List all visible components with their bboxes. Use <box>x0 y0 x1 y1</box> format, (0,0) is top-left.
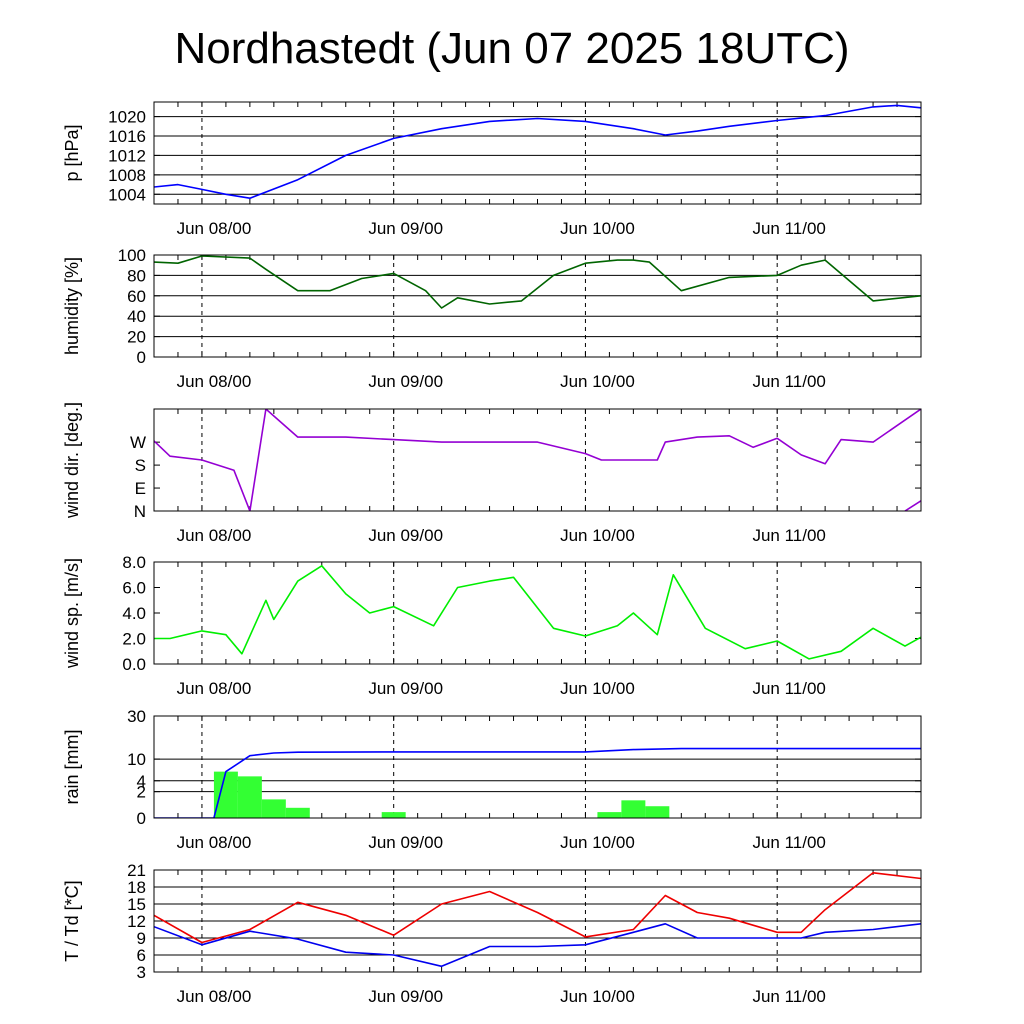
x-tick-label: Jun 10/00 <box>560 526 635 545</box>
panel-frame <box>153 254 922 358</box>
y-tick-label: 1012 <box>108 146 146 165</box>
x-tick-label: Jun 09/00 <box>368 372 443 391</box>
y-tick-label: 100 <box>118 246 146 265</box>
y-tick-label: 21 <box>127 861 146 880</box>
y-tick-label: E <box>135 479 146 498</box>
x-tick-label: Jun 11/00 <box>752 833 825 852</box>
y-tick-label: S <box>135 456 146 475</box>
x-tick-label: Jun 08/00 <box>177 679 252 698</box>
y-tick-label: 9 <box>137 929 146 948</box>
x-tick-label: Jun 11/00 <box>752 372 825 391</box>
panel-frame <box>153 408 922 512</box>
x-tick-label: Jun 11/00 <box>752 679 825 698</box>
series-line-humidity-0 <box>154 255 921 309</box>
x-tick-label: Jun 08/00 <box>177 833 252 852</box>
y-tick-label: 30 <box>127 707 146 726</box>
page-title: Nordhastedt (Jun 07 2025 18UTC) <box>174 24 850 73</box>
x-tick-label: Jun 11/00 <box>752 987 825 1006</box>
x-tick-label: Jun 10/00 <box>560 833 635 852</box>
rain-bar <box>381 812 406 818</box>
panel-rain: Jun 08/00 Jun 09/00 Jun 10/00 Jun 11/00 0 24 1… <box>62 707 922 852</box>
x-tick-label: Jun 10/00 <box>560 987 635 1006</box>
x-tick-label: Jun 09/00 <box>368 219 443 238</box>
y-axis-label: wind dir. [deg.] <box>62 402 82 519</box>
y-axis-label: p [hPa] <box>62 124 82 181</box>
rain-bar <box>213 771 238 818</box>
y-tick-label: 4 <box>137 772 146 791</box>
panel-humidity: Jun 08/00 Jun 09/00 Jun 10/00 Jun 11/00 020 4… <box>62 246 922 391</box>
rain-bar <box>237 776 262 818</box>
x-tick-label: Jun 11/00 <box>752 219 825 238</box>
y-tick-label: 4.0 <box>122 604 146 623</box>
x-tick-label: Jun 11/00 <box>752 526 825 545</box>
rain-bar <box>285 807 310 818</box>
series-line-rain-0 <box>154 747 921 818</box>
series-line-pressure-0 <box>154 104 921 199</box>
x-tick-label: Jun 10/00 <box>560 219 635 238</box>
y-tick-label: 0 <box>137 348 146 367</box>
y-tick-label: 20 <box>127 328 146 347</box>
y-tick-label: 18 <box>127 878 146 897</box>
rain-bar <box>621 800 646 818</box>
y-axis-label: humidity [%] <box>62 257 82 355</box>
y-tick-label: 1020 <box>108 108 146 127</box>
series-line-wind_speed-0 <box>154 564 921 660</box>
panel-frame <box>153 715 922 819</box>
x-tick-label: Jun 08/00 <box>177 526 252 545</box>
y-tick-label: 40 <box>127 307 146 326</box>
y-tick-label: 6.0 <box>122 579 146 598</box>
series-line-wind_direction-0 <box>154 409 921 511</box>
x-tick-label: Jun 09/00 <box>368 833 443 852</box>
y-tick-label: 60 <box>127 287 146 306</box>
y-axis-label: wind sp. [m/s] <box>62 558 82 669</box>
y-tick-label: 2 <box>137 783 146 802</box>
x-tick-label: Jun 08/00 <box>177 372 252 391</box>
series-line-wind_direction-1 <box>904 500 921 511</box>
rain-bar <box>261 799 286 818</box>
y-tick-label: 10 <box>127 750 146 769</box>
y-tick-label: 80 <box>127 266 146 285</box>
x-tick-label: Jun 09/00 <box>368 526 443 545</box>
panel-wind_speed: Jun 08/00 Jun 09/00 Jun 10/00 Jun 11/00 0.0 2… <box>62 553 922 698</box>
rain-bar <box>597 812 622 818</box>
y-tick-label: 1008 <box>108 166 146 185</box>
y-tick-label: W <box>130 433 146 452</box>
series-line-temperature-1 <box>154 922 921 968</box>
x-tick-label: Jun 10/00 <box>560 679 635 698</box>
y-axis-label: T / Td [*C] <box>62 880 82 961</box>
x-tick-label: Jun 10/00 <box>560 372 635 391</box>
x-tick-label: Jun 08/00 <box>177 219 252 238</box>
y-tick-label: 12 <box>127 912 146 931</box>
y-tick-label: 1004 <box>108 185 146 204</box>
y-tick-label: 3 <box>137 963 146 982</box>
panel-temperature: Jun 08/00 Jun 09/00 Jun 10/00 Jun 11/003691… <box>62 861 922 1006</box>
panel-pressure: Jun 08/00 Jun 09/00 Jun 10/00 Jun 11/00 1004… <box>62 101 922 238</box>
panel-frame <box>153 869 922 973</box>
y-tick-label: N <box>134 502 146 521</box>
y-tick-label: 8.0 <box>122 553 146 572</box>
panel-wind_direction: Jun 08/00 Jun 09/00 Jun 10/00 Jun 11/00 NESW… <box>62 402 922 545</box>
panel-frame <box>153 561 922 665</box>
y-tick-label: 6 <box>137 946 146 965</box>
x-tick-label: Jun 08/00 <box>177 987 252 1006</box>
y-axis-label: rain [mm] <box>62 729 82 804</box>
y-tick-label: 1016 <box>108 127 146 146</box>
y-tick-label: 15 <box>127 895 146 914</box>
rain-bar <box>645 806 670 818</box>
x-tick-label: Jun 09/00 <box>368 987 443 1006</box>
y-tick-label: 0 <box>137 809 146 828</box>
series-line-temperature-0 <box>154 871 921 944</box>
panel-frame <box>153 101 922 205</box>
y-tick-label: 2.0 <box>122 630 146 649</box>
y-tick-label: 0.0 <box>122 655 146 674</box>
x-tick-label: Jun 09/00 <box>368 679 443 698</box>
